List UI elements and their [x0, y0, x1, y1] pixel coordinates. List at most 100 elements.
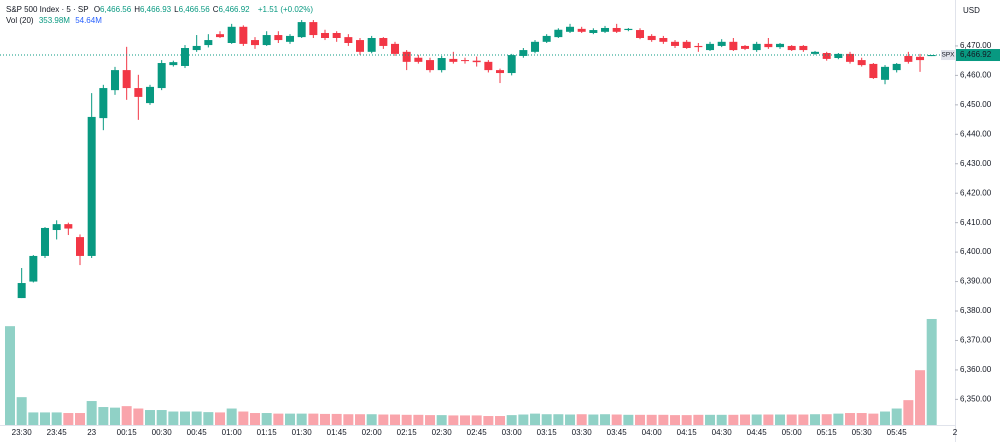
volume-bar [518, 414, 529, 425]
candle-body [17, 283, 26, 299]
volume-bar [28, 412, 39, 425]
candle-body [367, 37, 376, 52]
candle-body [239, 26, 248, 44]
volume-bar [833, 413, 844, 425]
candle-body [647, 35, 656, 41]
chart-title: S&P 500 Index · 5 · SP [6, 5, 89, 14]
y-tick-label: 6,380.00 [960, 306, 992, 315]
candle-body [787, 45, 796, 51]
x-tick-label: 05:00 [782, 428, 803, 437]
ohlc-key: O [93, 5, 101, 14]
legend-row: S&P 500 Index · 5 · SP O6,466.56 H6,466.9… [6, 5, 316, 14]
x-tick-label: 23:30 [12, 428, 33, 437]
candle-body [752, 43, 761, 51]
candle-body [216, 34, 225, 38]
volume-legend: Vol (20) 353.98M 54.64M [6, 16, 105, 25]
candle-body [566, 26, 575, 32]
volume-bar [506, 415, 517, 425]
candle-body [461, 60, 470, 62]
volume-bar [646, 414, 657, 425]
candle-body [706, 43, 715, 51]
volume-bar [553, 414, 564, 425]
candle-body [822, 53, 831, 59]
x-tick-label: 05:45 [887, 428, 908, 437]
volume-bar [296, 413, 307, 425]
candle-body [286, 35, 295, 42]
x-tick-label: 02:15 [397, 428, 418, 437]
candle-body [612, 27, 621, 32]
symbol-label: SPX [941, 52, 955, 59]
candle-body [531, 41, 540, 52]
volume-bar [86, 401, 97, 425]
volume-bar [821, 414, 832, 425]
candle-body [227, 26, 236, 44]
candle-body [881, 66, 890, 80]
x-tick-label: 04:30 [712, 428, 733, 437]
x-tick-label: 02:30 [432, 428, 453, 437]
y-tick-label: 6,420.00 [960, 188, 992, 197]
candle-body [41, 227, 50, 256]
candle-body [356, 40, 365, 52]
ohlc-value: 6,466.93 [139, 5, 172, 14]
y-tick-label: 6,360.00 [960, 365, 992, 374]
volume-bar [530, 413, 541, 425]
corner-label: 2 [953, 428, 958, 437]
x-tick-label: 00:15 [117, 428, 138, 437]
candle-body [519, 50, 528, 56]
volume-title: Vol (20) [6, 16, 34, 25]
x-tick-label: 01:30 [292, 428, 313, 437]
volume-bar [845, 413, 856, 425]
volume-ma: 54.64M [75, 16, 102, 25]
volume-value: 353.98M [38, 16, 70, 25]
candle-body [717, 41, 726, 46]
volume-bar [716, 414, 727, 425]
volume-bar [145, 410, 156, 425]
volume-bar [775, 414, 786, 425]
volume-bar [413, 414, 424, 425]
candle-body [204, 40, 213, 46]
volume-bar [751, 414, 762, 425]
candle-body [811, 51, 820, 54]
candle-body [916, 56, 925, 61]
volume-bar [926, 318, 937, 425]
candle-body [76, 237, 85, 256]
x-tick-label: 04:45 [747, 428, 768, 437]
candle-body [274, 35, 283, 41]
candle-body [309, 22, 318, 36]
candle-body [122, 70, 131, 89]
candle-body [391, 43, 400, 54]
volume-bar [915, 370, 926, 425]
x-tick-label: 01:45 [327, 428, 348, 437]
candle-body [426, 60, 435, 71]
y-tick-label: 6,430.00 [960, 159, 992, 168]
x-tick-label: 03:00 [502, 428, 523, 437]
volume-bar [681, 415, 692, 425]
volume-bar [483, 416, 494, 425]
volume-bar [670, 415, 681, 425]
volume-bar [460, 415, 471, 425]
x-tick-label: 00:30 [152, 428, 173, 437]
x-tick-label: 00:45 [187, 428, 208, 437]
volume-bar [133, 408, 144, 425]
volume-bar [51, 412, 62, 425]
volume-bar [576, 414, 587, 425]
y-tick-label: 6,470.00 [960, 41, 992, 50]
volume-bar [728, 414, 739, 425]
candle-body [484, 61, 493, 71]
volume-bar [238, 411, 249, 425]
volume-bar [541, 414, 552, 425]
candle-body [344, 37, 353, 44]
price-tag [956, 49, 1000, 62]
volume-bar [75, 413, 86, 425]
candle-body [29, 255, 38, 282]
candle-body [577, 28, 586, 32]
candle-body [682, 41, 691, 49]
x-tick-label: 03:30 [572, 428, 593, 437]
volume-bar [180, 411, 191, 425]
volume-bar [471, 415, 482, 425]
x-tick-label: 05:15 [817, 428, 838, 437]
candle-body [321, 32, 330, 38]
volume-bar [891, 408, 902, 425]
